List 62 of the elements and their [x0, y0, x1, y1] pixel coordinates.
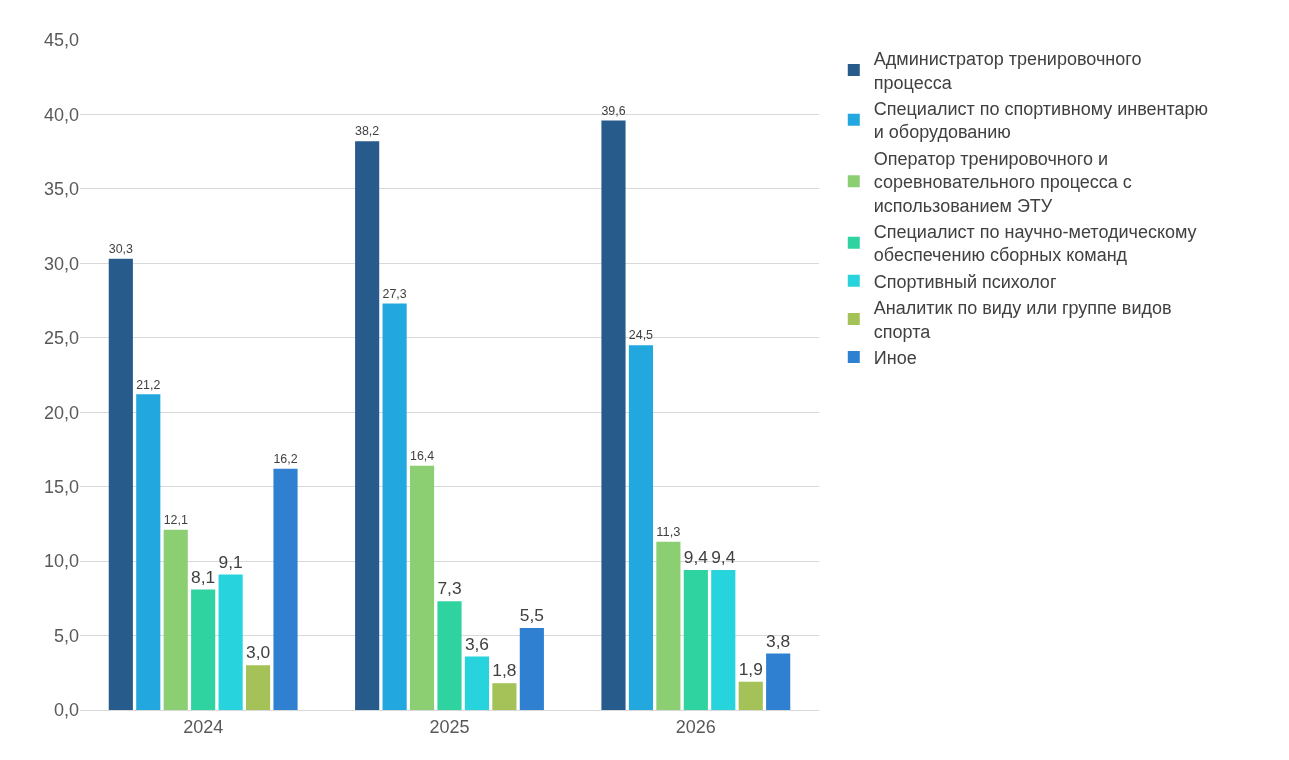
bar [108, 258, 133, 710]
bar [245, 665, 271, 710]
bar [464, 656, 490, 710]
legend-label: Оператор тренировочного и соревновательного процесса с использованием ЭТУ [873, 148, 1132, 216]
y-tick-label: 0,0 [53, 700, 79, 721]
data-label: 12,1 [163, 513, 188, 528]
bar [437, 601, 462, 710]
data-label: 16,4 [409, 449, 435, 464]
y-tick-label: 5,0 [53, 625, 79, 646]
legend-label: Специалист по научно-методическому обеспечению сборных команд [873, 222, 1197, 266]
bar [382, 303, 407, 710]
data-label: 21,2 [136, 377, 161, 392]
data-label: 9,4 [683, 547, 709, 568]
bar [738, 681, 763, 710]
legend-label: Специалист по спортивному инвентарю и оборудованию [873, 99, 1209, 143]
bar [218, 574, 243, 710]
y-tick-label: 15,0 [43, 476, 79, 497]
bar [683, 570, 708, 710]
y-tick-label: 45,0 [43, 30, 79, 51]
x-tick-label: 2024 [183, 716, 224, 737]
data-label: 9,4 [711, 547, 736, 568]
data-label: 1,8 [492, 660, 517, 681]
legend-label: Администратор тренировочного процесса [873, 49, 1142, 93]
bar [519, 628, 544, 710]
data-label: 30,3 [108, 242, 133, 257]
data-label: 24,5 [628, 328, 654, 343]
data-label: 11,3 [656, 523, 681, 539]
y-tick-label: 30,0 [43, 253, 79, 274]
bar [136, 394, 161, 710]
legend-label: Иное [873, 348, 917, 369]
data-label: 3,8 [766, 630, 791, 651]
legend-label: Спортивный психолог [873, 271, 1057, 292]
bar [601, 120, 626, 710]
bar [191, 589, 216, 710]
legend-label: Аналитик по виду или группе видов спорта [873, 298, 1172, 342]
bar [163, 529, 188, 710]
data-label: 38,2 [355, 124, 380, 139]
bar [273, 468, 298, 710]
bar [628, 345, 654, 710]
data-label: 3,0 [245, 642, 271, 663]
bar [656, 541, 681, 710]
data-label: 8,1 [191, 566, 216, 587]
y-tick-label: 20,0 [43, 402, 79, 423]
data-label: 3,6 [464, 633, 490, 654]
bar [409, 465, 435, 710]
data-label: 7,3 [437, 578, 462, 599]
y-tick-label: 10,0 [43, 551, 79, 572]
x-tick-label: 2026 [675, 716, 716, 737]
data-label: 39,6 [601, 103, 626, 118]
data-label: 9,1 [218, 551, 243, 572]
data-label: 5,5 [519, 605, 544, 626]
bar [766, 653, 791, 710]
bar [355, 141, 380, 710]
bar [492, 683, 517, 710]
x-tick-label: 2025 [429, 716, 470, 737]
data-label: 16,2 [273, 452, 298, 467]
data-label: 27,3 [382, 286, 407, 301]
bar [711, 570, 736, 710]
y-tick-label: 40,0 [43, 104, 79, 125]
y-tick-label: 25,0 [43, 328, 79, 349]
y-tick-label: 35,0 [43, 179, 79, 200]
data-label: 1,9 [738, 658, 763, 679]
